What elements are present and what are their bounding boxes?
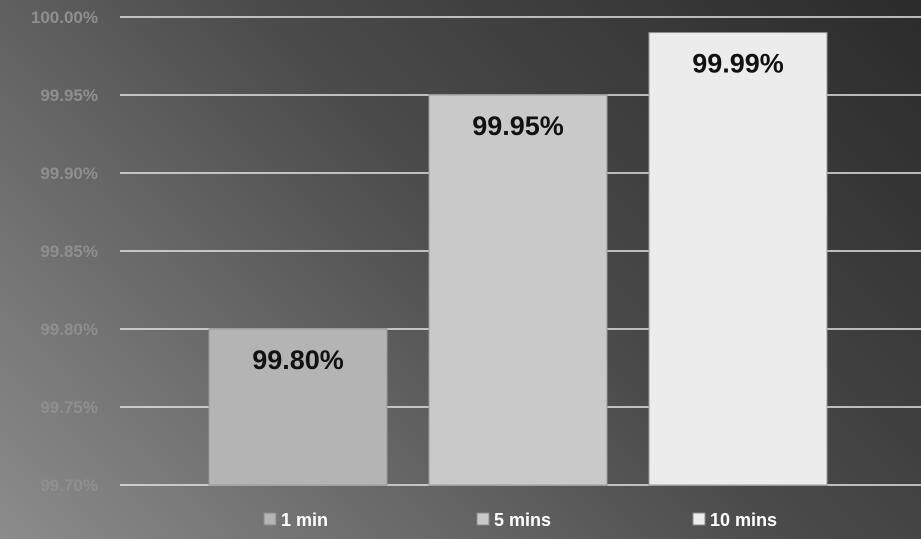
legend-swatch bbox=[476, 512, 490, 526]
y-tick-label: 100.00% bbox=[31, 8, 98, 27]
y-tick-label: 99.70% bbox=[40, 476, 98, 495]
legend-item: 5 mins bbox=[476, 510, 551, 530]
bar-1-min bbox=[208, 328, 388, 486]
legend-label: 10 mins bbox=[710, 510, 777, 530]
bar-5-mins bbox=[428, 94, 608, 486]
legend-item: 1 min bbox=[263, 510, 328, 530]
y-axis-ticks: 99.70% 99.75% 99.80% 99.85% 99.90% 99.95% 100.… bbox=[31, 8, 98, 495]
legend-label: 5 mins bbox=[494, 510, 551, 530]
legend: 1 min 5 mins 10 mins bbox=[263, 510, 777, 530]
data-label: 99.99% bbox=[692, 49, 784, 79]
data-label: 99.95% bbox=[472, 111, 564, 141]
y-tick-label: 99.95% bbox=[40, 86, 98, 105]
legend-label: 1 min bbox=[281, 510, 328, 530]
bars bbox=[208, 32, 828, 486]
legend-item: 10 mins bbox=[692, 510, 777, 530]
y-tick-label: 99.90% bbox=[40, 164, 98, 183]
legend-swatch bbox=[263, 512, 277, 526]
data-labels: 99.80% 99.95% 99.99% bbox=[252, 49, 784, 375]
legend-swatch bbox=[692, 512, 706, 526]
bar-10-mins bbox=[648, 32, 828, 486]
data-label: 99.80% bbox=[252, 345, 344, 375]
y-tick-label: 99.80% bbox=[40, 320, 98, 339]
y-tick-label: 99.85% bbox=[40, 242, 98, 261]
y-tick-label: 99.75% bbox=[40, 398, 98, 417]
